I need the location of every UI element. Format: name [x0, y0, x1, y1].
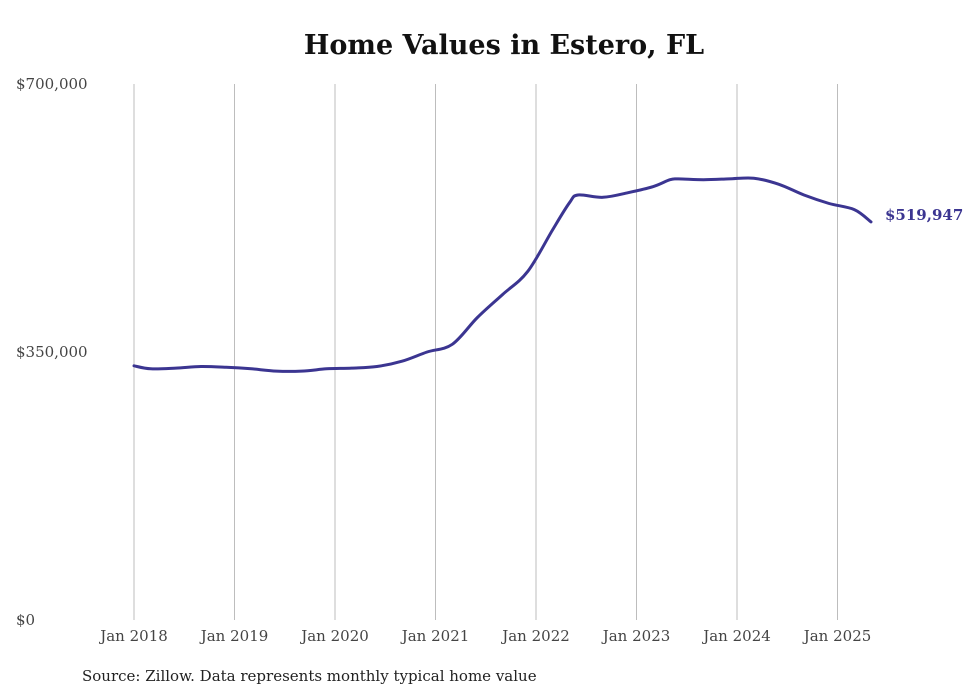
x-tick-label: Jan 2021: [400, 627, 470, 645]
gridlines: [133, 84, 838, 620]
y-axis-ticks: $0 $350,000 $700,000: [16, 75, 88, 629]
x-tick-label: Jan 2022: [500, 627, 570, 645]
x-axis-ticks: Jan 2018 Jan 2019 Jan 2020 Jan 2021 Jan 2022…: [98, 627, 871, 645]
series-line-home-value: [132, 176, 873, 373]
end-label-layer: $519,947: [885, 206, 963, 224]
x-tick-label: Jan 2018: [98, 627, 168, 645]
x-tick-label: Jan 2025: [802, 627, 872, 645]
x-tick-label: Jan 2019: [199, 627, 269, 645]
y-tick-label: $700,000: [16, 75, 88, 93]
x-tick-label: Jan 2023: [601, 627, 671, 645]
chart-title: Home Values in Estero, FL: [303, 30, 705, 61]
series-layer: [132, 176, 873, 373]
source-note: Source: Zillow. Data represents monthly …: [82, 667, 537, 685]
y-tick-label: $350,000: [16, 343, 88, 361]
end-value-label: $519,947: [885, 206, 963, 224]
y-tick-label: $0: [16, 611, 35, 629]
x-tick-label: Jan 2020: [299, 627, 369, 645]
x-tick-label: Jan 2024: [701, 627, 771, 645]
